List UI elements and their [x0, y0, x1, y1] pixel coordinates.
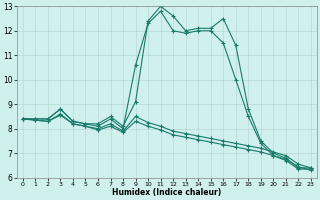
X-axis label: Humidex (Indice chaleur): Humidex (Indice chaleur)	[112, 188, 221, 197]
